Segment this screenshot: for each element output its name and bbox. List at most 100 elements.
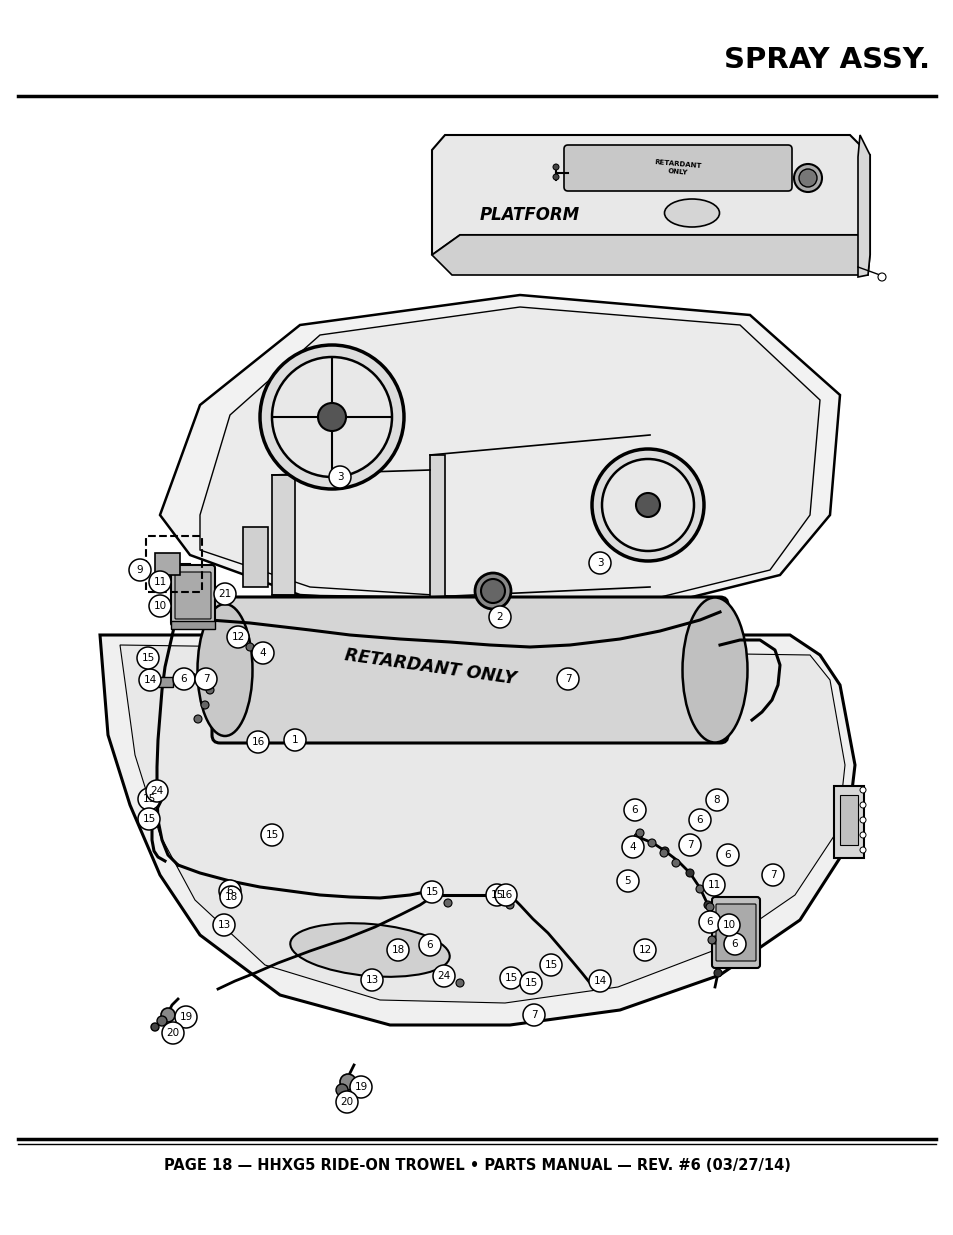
Circle shape [360, 969, 382, 990]
Text: 12: 12 [638, 945, 651, 955]
Ellipse shape [197, 604, 253, 736]
Text: 6: 6 [731, 939, 738, 948]
FancyBboxPatch shape [154, 553, 180, 576]
Text: 15: 15 [524, 978, 537, 988]
Circle shape [671, 860, 679, 867]
FancyBboxPatch shape [563, 144, 791, 191]
Circle shape [859, 832, 865, 839]
Circle shape [201, 701, 209, 709]
Circle shape [339, 1074, 355, 1091]
Circle shape [206, 685, 213, 694]
Ellipse shape [681, 598, 747, 742]
Circle shape [161, 1008, 174, 1023]
Circle shape [710, 919, 719, 927]
Circle shape [519, 972, 541, 994]
Text: PAGE 18 — HHXG5 RIDE-ON TROWEL • PARTS MANUAL — REV. #6 (03/27/14): PAGE 18 — HHXG5 RIDE-ON TROWEL • PARTS M… [163, 1157, 790, 1172]
Text: 7: 7 [769, 869, 776, 881]
Circle shape [261, 824, 283, 846]
Circle shape [718, 914, 740, 936]
Circle shape [213, 583, 235, 605]
Circle shape [707, 936, 716, 944]
Circle shape [636, 829, 643, 837]
Text: 1: 1 [292, 735, 298, 745]
Circle shape [713, 969, 721, 977]
Circle shape [659, 848, 667, 857]
Text: 3: 3 [336, 472, 343, 482]
Circle shape [859, 818, 865, 823]
Circle shape [420, 881, 442, 903]
Text: 5: 5 [624, 876, 631, 885]
Ellipse shape [290, 924, 449, 977]
Circle shape [553, 164, 558, 170]
Text: 14: 14 [593, 976, 606, 986]
Circle shape [621, 836, 643, 858]
Text: 21: 21 [218, 589, 232, 599]
Circle shape [350, 1076, 372, 1098]
Text: 18: 18 [391, 945, 404, 955]
Text: RETARDANT
ONLY: RETARDANT ONLY [653, 159, 701, 177]
Text: 6: 6 [696, 815, 702, 825]
Text: 11: 11 [153, 577, 167, 587]
Circle shape [219, 881, 241, 902]
Circle shape [877, 273, 885, 282]
Circle shape [699, 911, 720, 932]
Circle shape [139, 669, 161, 692]
Circle shape [193, 715, 202, 722]
Circle shape [317, 403, 346, 431]
Circle shape [636, 493, 659, 517]
Circle shape [138, 808, 160, 830]
Circle shape [335, 1091, 357, 1113]
Text: 10: 10 [153, 601, 167, 611]
Text: 6: 6 [724, 850, 731, 860]
Circle shape [696, 885, 703, 893]
Circle shape [443, 973, 452, 981]
Circle shape [539, 953, 561, 976]
Circle shape [505, 902, 514, 909]
Circle shape [480, 579, 504, 603]
Text: 6: 6 [706, 918, 713, 927]
Circle shape [284, 729, 306, 751]
Circle shape [138, 788, 160, 810]
Circle shape [705, 903, 713, 911]
Text: 16: 16 [498, 890, 512, 900]
Circle shape [522, 1004, 544, 1026]
Circle shape [260, 345, 403, 489]
Circle shape [799, 169, 816, 186]
Circle shape [761, 864, 783, 885]
Text: 13: 13 [365, 974, 378, 986]
Text: 7: 7 [202, 674, 209, 684]
Circle shape [475, 573, 511, 609]
Circle shape [493, 893, 500, 902]
Circle shape [495, 884, 517, 906]
Circle shape [151, 1023, 159, 1031]
Circle shape [557, 668, 578, 690]
Circle shape [235, 635, 244, 643]
Circle shape [329, 466, 351, 488]
FancyBboxPatch shape [711, 897, 760, 968]
Text: 24: 24 [436, 971, 450, 981]
Circle shape [137, 647, 159, 669]
Circle shape [793, 164, 821, 191]
Circle shape [220, 885, 242, 908]
Text: 2: 2 [497, 613, 503, 622]
Text: 19: 19 [179, 1011, 193, 1023]
Text: SPRAY ASSY.: SPRAY ASSY. [723, 46, 929, 74]
Text: 6: 6 [180, 674, 187, 684]
Circle shape [710, 936, 719, 944]
Text: 7: 7 [564, 674, 571, 684]
Text: 15: 15 [142, 794, 155, 804]
Circle shape [723, 932, 745, 955]
Circle shape [162, 1023, 184, 1044]
Circle shape [431, 893, 438, 902]
Circle shape [601, 459, 693, 551]
Polygon shape [100, 635, 854, 1025]
Text: 20: 20 [166, 1028, 179, 1037]
Circle shape [489, 606, 511, 629]
Circle shape [247, 731, 269, 753]
Circle shape [688, 809, 710, 831]
Circle shape [634, 832, 641, 841]
Circle shape [859, 802, 865, 808]
FancyBboxPatch shape [243, 527, 268, 587]
FancyBboxPatch shape [840, 795, 857, 845]
Polygon shape [200, 308, 820, 606]
